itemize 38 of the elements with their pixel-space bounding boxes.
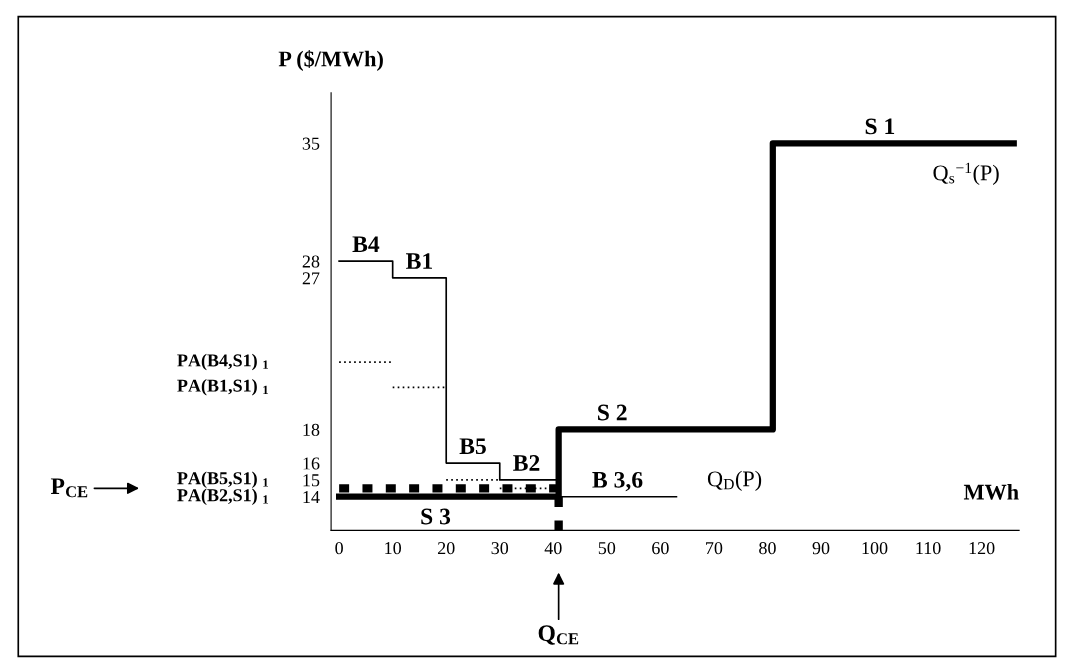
x-tick-label: 70 bbox=[706, 542, 723, 555]
x-axis-title: MWh bbox=[963, 483, 1019, 500]
x-tick-label: 120 bbox=[969, 542, 995, 555]
annotation: B2 bbox=[513, 455, 540, 471]
y-axis-title: P ($/MWh) bbox=[278, 50, 383, 71]
text: PA(B1,S1) $_{1}$ bbox=[177, 379, 268, 396]
annotation: B4 bbox=[352, 236, 380, 252]
y-tick-label: 15 bbox=[303, 474, 320, 487]
annotation: S 2 bbox=[598, 404, 627, 421]
series-label: Q$_{s}$$^{−1}$(P) bbox=[933, 162, 999, 185]
annotation: S 3 bbox=[421, 508, 451, 525]
x-tick-label: 30 bbox=[491, 542, 509, 555]
text: Q$_{CE}$ bbox=[538, 625, 579, 645]
y-tick-label: 14 bbox=[303, 491, 320, 503]
series-label: Q$_{D}$(P) bbox=[707, 470, 762, 491]
x-tick-label: 80 bbox=[759, 542, 776, 555]
x-tick-label: 50 bbox=[598, 542, 616, 555]
annotation: S 1 bbox=[865, 118, 895, 135]
x-tick-label: 10 bbox=[385, 542, 402, 555]
x-tick-label: 110 bbox=[916, 542, 941, 555]
annotation: B5 bbox=[459, 438, 486, 455]
y-tick-label: 27 bbox=[302, 272, 320, 285]
text: PA(B5,S1) $_{1}$ bbox=[177, 471, 268, 488]
y-tick-label: 28 bbox=[302, 255, 320, 268]
y-tick-label: 35 bbox=[302, 137, 320, 150]
x-tick-label: 40 bbox=[544, 542, 562, 555]
annotation: B1 bbox=[406, 253, 432, 269]
x-tick-label: 20 bbox=[437, 542, 455, 555]
y-tick-label: 18 bbox=[303, 423, 320, 436]
text: PA(B2,S1) $_{1}$ bbox=[177, 488, 268, 505]
x-tick-label: 100 bbox=[862, 542, 888, 555]
text: PA(B4,S1) $_{1}$ bbox=[177, 353, 268, 371]
y-tick-label: 16 bbox=[303, 457, 320, 470]
x-tick-label: 0 bbox=[335, 542, 343, 555]
x-tick-label: 90 bbox=[812, 542, 830, 555]
x-tick-label: 60 bbox=[652, 542, 669, 555]
annotation: B 3,6 bbox=[592, 471, 643, 492]
text: P$_{CE}$ bbox=[50, 478, 88, 498]
